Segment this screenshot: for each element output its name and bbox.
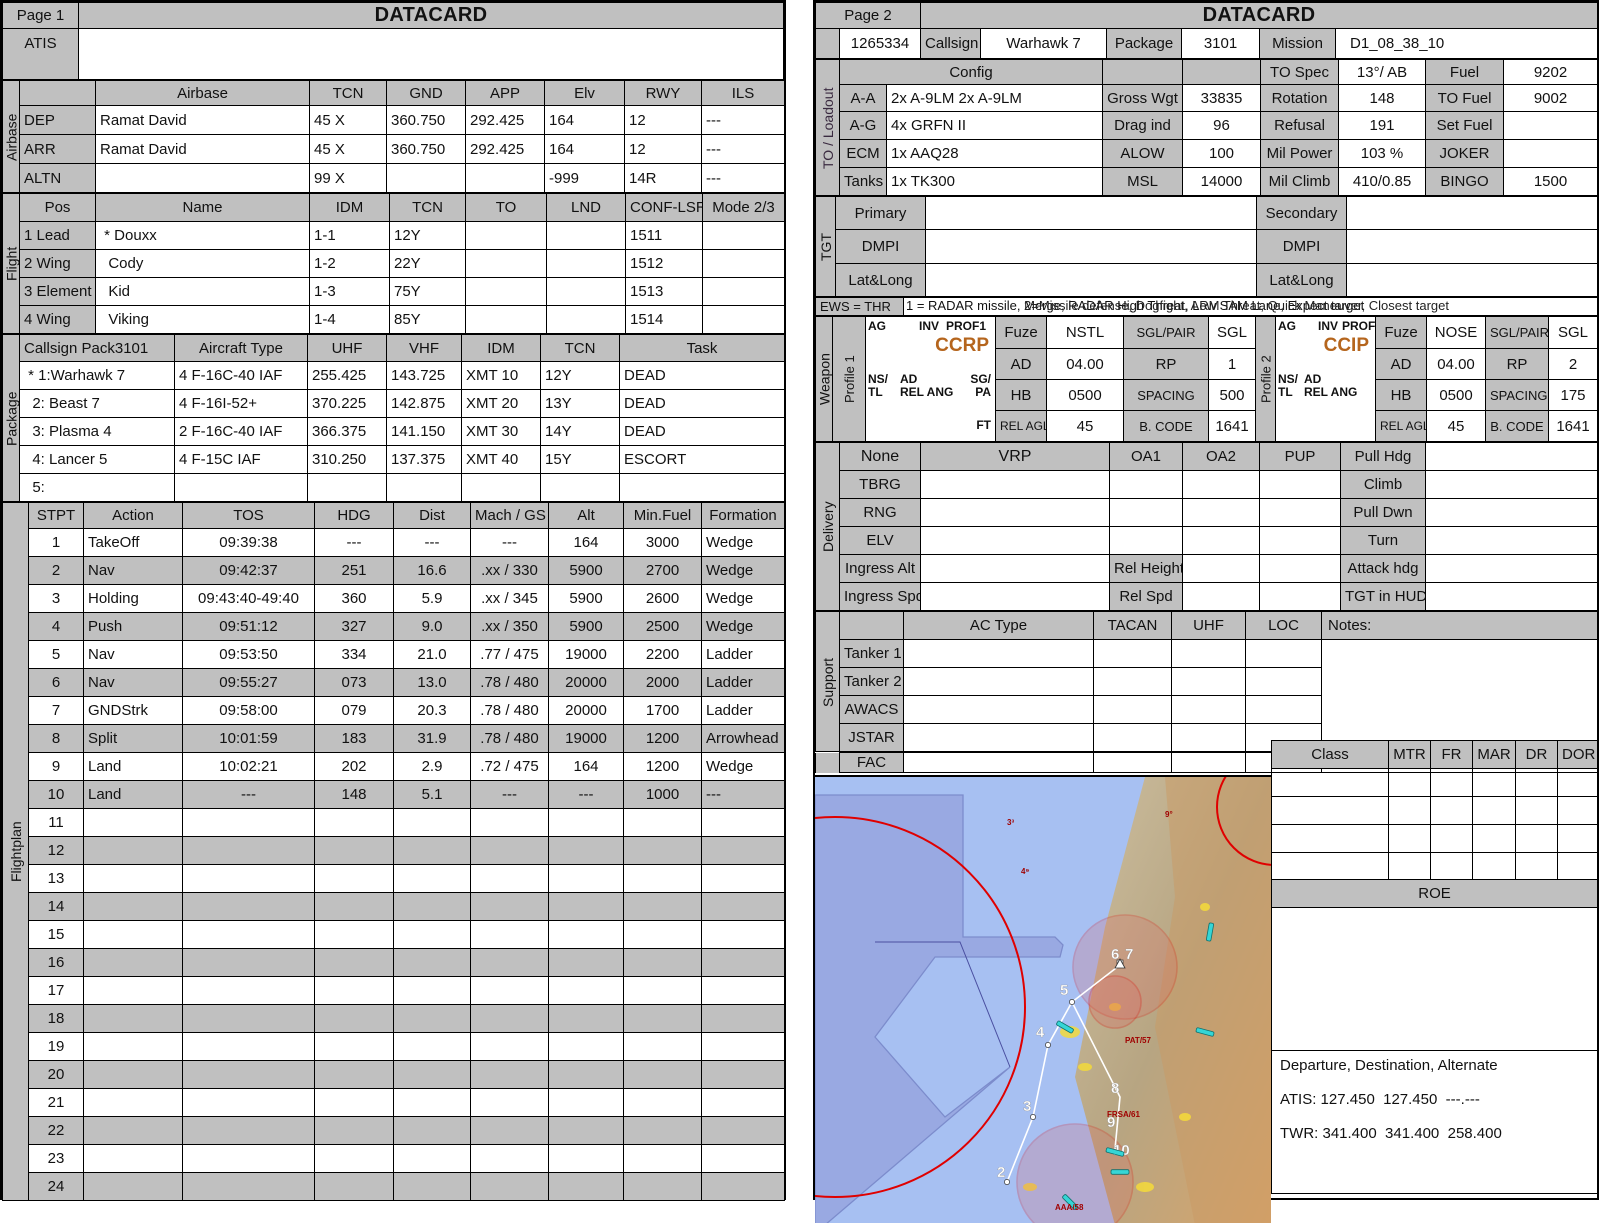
svg-text:2: 2 [997, 1164, 1005, 1181]
svg-text:9°: 9° [1165, 810, 1173, 819]
svg-text:PAT/57: PAT/57 [1125, 1036, 1151, 1045]
svg-text:4⁹: 4⁹ [1021, 867, 1029, 876]
svg-text:AAA/58: AAA/58 [1055, 1203, 1084, 1212]
svg-text:3³: 3³ [1007, 818, 1014, 827]
svg-text:7: 7 [1125, 946, 1133, 963]
svg-text:FRSA/61: FRSA/61 [1107, 1110, 1140, 1119]
svg-text:4: 4 [1036, 1024, 1045, 1041]
svg-text:8: 8 [1111, 1080, 1119, 1097]
svg-text:3: 3 [1023, 1098, 1031, 1115]
svg-text:5: 5 [1060, 982, 1068, 999]
